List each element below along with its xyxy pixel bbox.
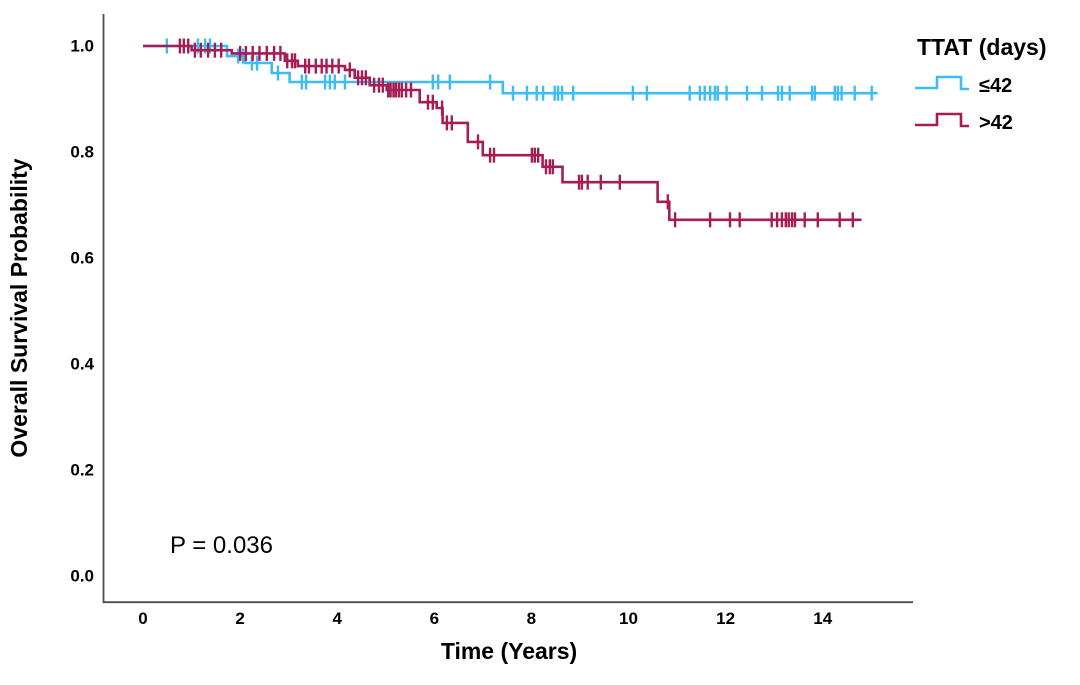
survival-curve-gt42	[143, 44, 862, 222]
y-tick-label: 0.6	[70, 249, 94, 268]
y-tick-label: 0.8	[70, 143, 94, 162]
y-axis-tick-labels: 1.0 0.8 0.6 0.4 0.2 0.0	[70, 37, 94, 586]
y-tick-label: 0.0	[70, 567, 94, 586]
legend-swatch-step-icon	[915, 112, 969, 128]
legend-item-label: ≤42	[979, 75, 1012, 97]
x-axis-title: Time (Years)	[441, 638, 577, 664]
p-value-annotation: P = 0.036	[170, 532, 273, 559]
y-tick-label: 1.0	[70, 37, 94, 56]
x-tick-label: 8	[527, 609, 536, 628]
x-axis-tick-labels: 0 2 4 6 8 10 12 14	[138, 609, 832, 628]
axis-lines	[102, 14, 913, 604]
x-tick-label: 2	[235, 609, 244, 628]
x-tick-label: 4	[332, 609, 342, 628]
legend-swatch-step-icon	[915, 75, 969, 91]
x-tick-label: 10	[619, 609, 638, 628]
y-tick-label: 0.2	[70, 461, 94, 480]
x-tick-label: 14	[813, 609, 832, 628]
survival-curves	[143, 38, 878, 228]
legend: TTAT (days) ≤42 >42	[915, 34, 1046, 134]
x-tick-label: 0	[138, 609, 147, 628]
legend-item-label: >42	[979, 112, 1013, 134]
y-axis-title: Overall Survival Probability	[6, 158, 32, 457]
y-tick-label: 0.4	[70, 355, 94, 374]
x-tick-label: 12	[716, 609, 735, 628]
x-tick-label: 6	[430, 609, 439, 628]
legend-title: TTAT (days)	[917, 34, 1046, 60]
survival-curve-le42	[143, 44, 878, 95]
